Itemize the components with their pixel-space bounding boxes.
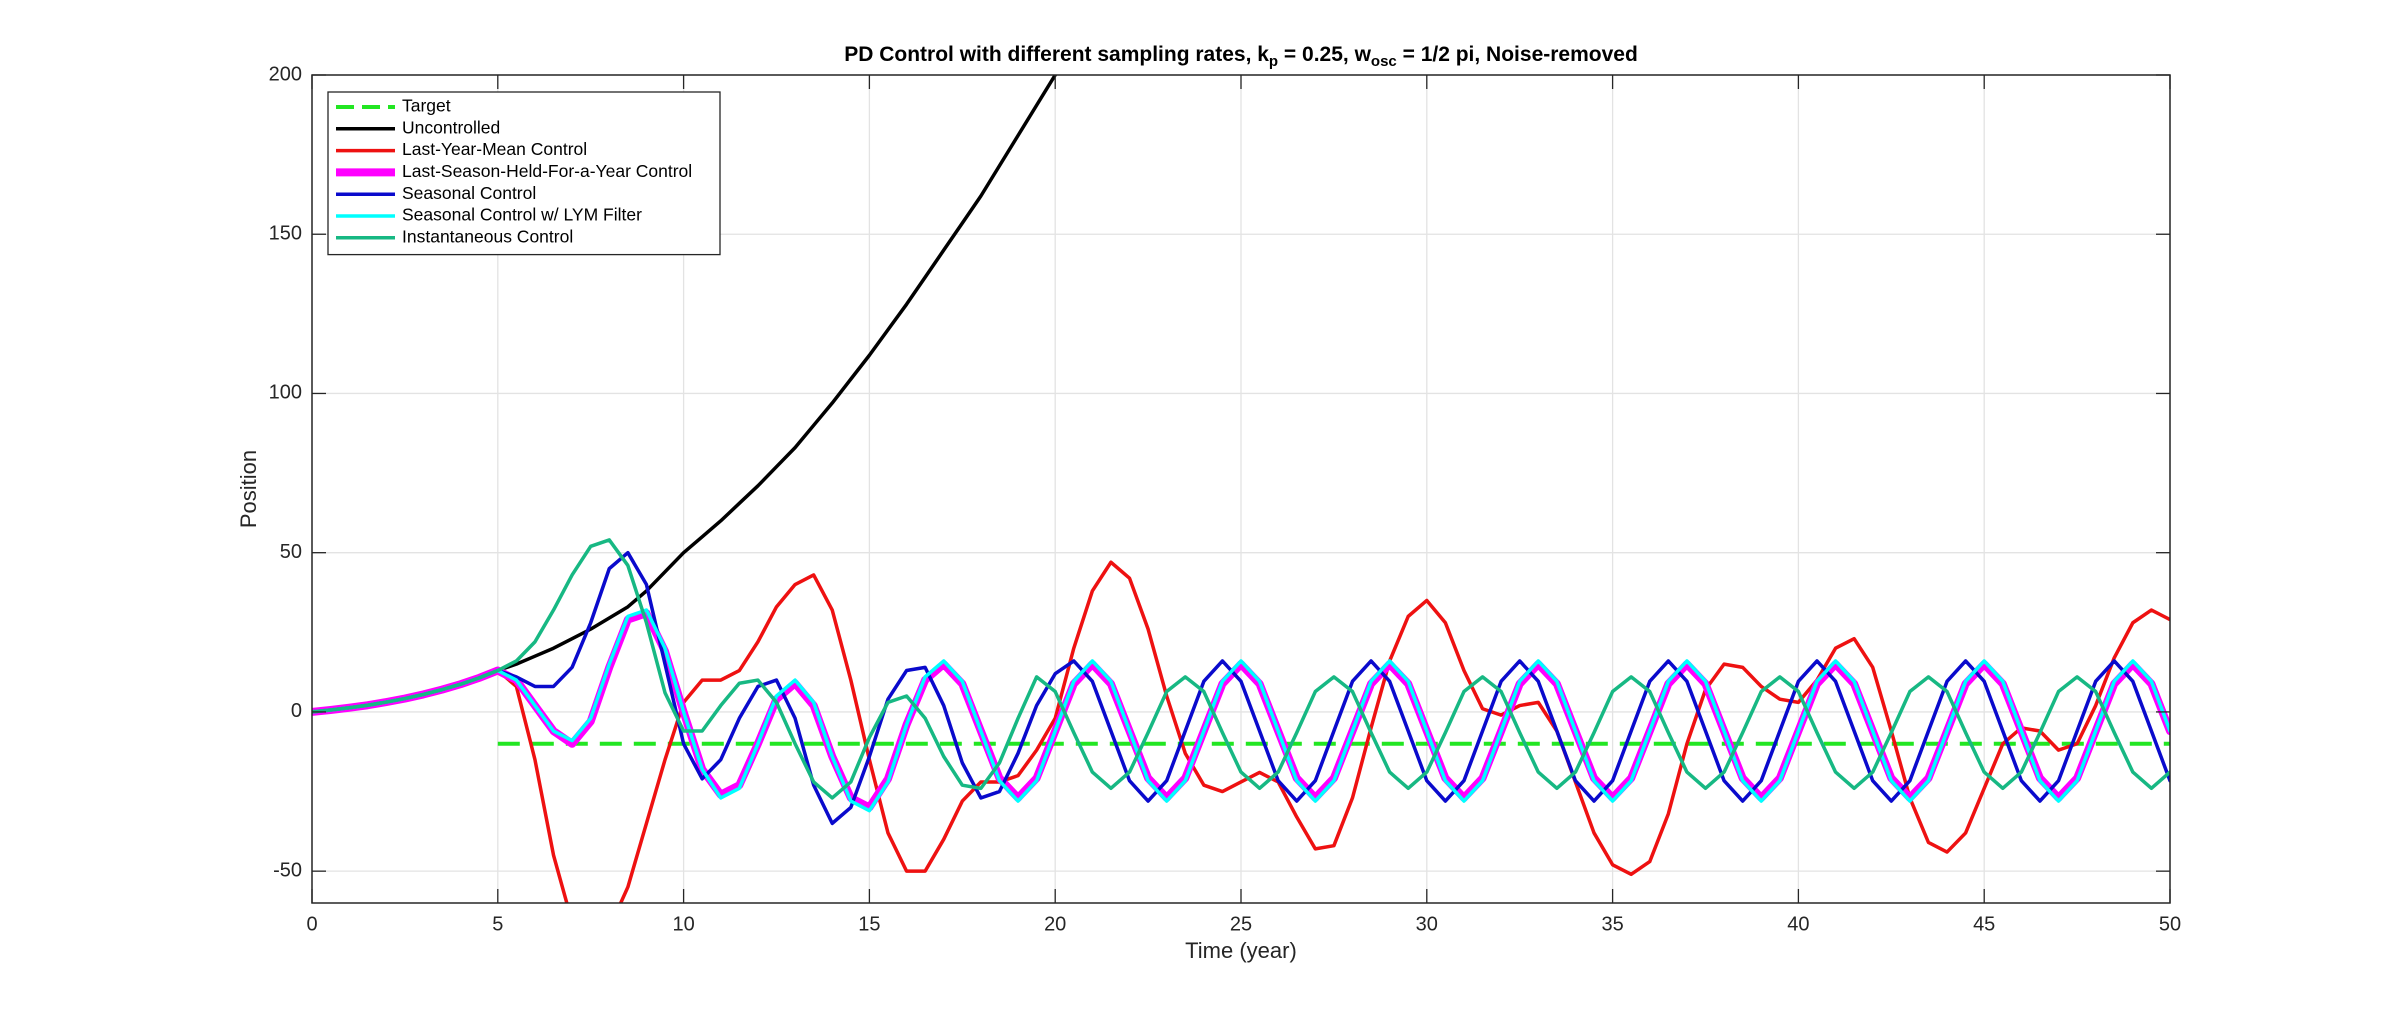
ticks: 0 5 10 15 20 25 30 35 40 45 50 -50 0 50 100 150 200 (269, 63, 2182, 935)
legend-label: Seasonal Control w/ LYM Filter (402, 205, 642, 225)
y-tick-label: -50 (273, 859, 302, 881)
legend-label: Target (402, 96, 451, 116)
x-tick-label: 10 (672, 913, 694, 935)
title-part: = 1/2 pi, Noise-removed (1397, 43, 1638, 66)
lines (312, 75, 2170, 903)
x-tick-label: 45 (1973, 913, 1995, 935)
legend-label: Uncontrolled (402, 117, 500, 137)
title-part: PD Control with different sampling rates… (844, 43, 1269, 66)
legend-label: Instantaneous Control (402, 226, 573, 246)
series-line (312, 560, 2170, 903)
series-line (312, 608, 2170, 813)
y-tick-label: 50 (280, 541, 302, 563)
chart-title: PD Control with different sampling rates… (844, 43, 1638, 70)
x-tick-label: 30 (1416, 913, 1438, 935)
legend-label: Last-Season-Held-For-a-Year Control (402, 161, 692, 181)
title-subscript: p (1269, 53, 1278, 70)
title-part: = 0.25, w (1278, 43, 1371, 66)
x-tick-label: 50 (2159, 913, 2181, 935)
legend-label: Seasonal Control (402, 183, 536, 203)
x-axis-label: Time (year) (1185, 938, 1297, 963)
y-tick-label: 0 (291, 700, 302, 722)
y-tick-label: 100 (269, 382, 302, 404)
x-tick-label: 0 (306, 913, 317, 935)
title-subscript: osc (1371, 53, 1397, 70)
x-tick-label: 40 (1787, 913, 1809, 935)
y-tick-label: 200 (269, 63, 302, 85)
series-line (312, 538, 2170, 800)
x-tick-label: 15 (858, 913, 880, 935)
y-axis-label: Position (236, 450, 261, 528)
x-tick-label: 20 (1044, 913, 1066, 935)
x-tick-label: 5 (492, 913, 503, 935)
x-tick-label: 25 (1230, 913, 1252, 935)
legend-label: Last-Year-Mean Control (402, 139, 587, 159)
y-tick-label: 150 (269, 223, 302, 245)
x-tick-label: 35 (1601, 913, 1623, 935)
